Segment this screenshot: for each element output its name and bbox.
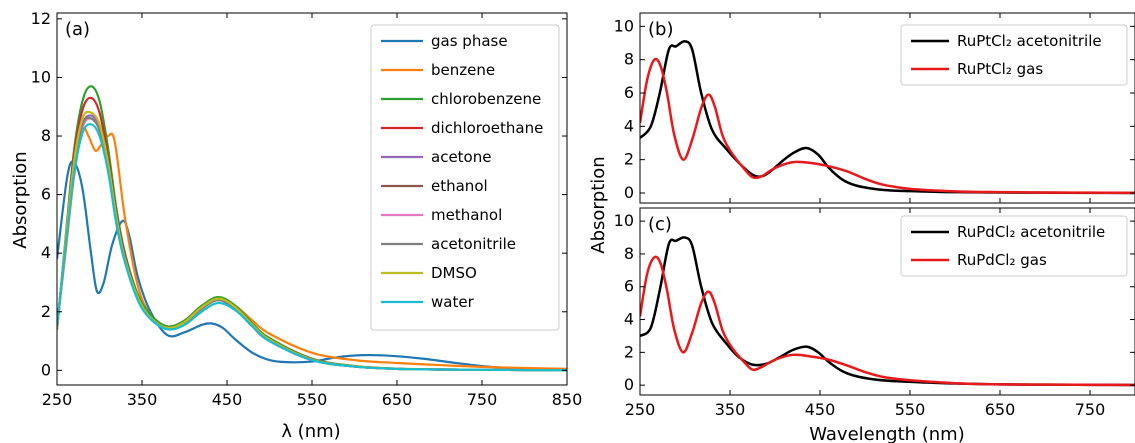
x-tick-label: 250: [42, 390, 73, 409]
y-tick-label: 2: [624, 150, 634, 169]
y-tick-label: 6: [624, 83, 634, 102]
x-tick-label: 650: [985, 400, 1016, 419]
y-tick-label: 2: [41, 302, 51, 321]
legend: RuPtCl₂ acetonitrile RuPtCl₂ gas: [900, 24, 1128, 86]
x-tick-label: 650: [382, 390, 413, 409]
legend-entry: gas phase: [431, 32, 508, 50]
x-tick-label: 750: [467, 390, 498, 409]
plot-frame: [639, 207, 1135, 396]
panel-c-y-axis-title: Absorption: [588, 156, 609, 253]
legend-entry: RuPtCl₂ gas: [957, 60, 1043, 78]
y-tick-label: 10: [614, 16, 634, 35]
legend-entry: acetonitrile: [431, 235, 516, 253]
legend-entry: methanol: [431, 206, 502, 224]
y-tick-label: 12: [31, 9, 51, 28]
series-line-2: [640, 57, 1135, 195]
x-tick-label: 550: [297, 390, 328, 409]
panel-a-x-axis-title: λ (nm): [281, 421, 340, 442]
panel-label: (b): [648, 19, 673, 40]
y-tick-label: 4: [624, 310, 634, 329]
panel-a-y-axis-title: Absorption: [10, 151, 31, 248]
series-line-2: [640, 255, 1135, 387]
panel-b-chart: 0 2 4 6 8 10 (b) RuPtCl₂ acetonitrile RuPtCl₂ ga…: [614, 12, 1135, 204]
y-tick-label: 0: [624, 375, 634, 394]
x-tick-label: 450: [212, 390, 243, 409]
x-tick-label: 550: [895, 400, 926, 419]
legend-entry: RuPtCl₂ acetonitrile: [957, 32, 1102, 50]
series-line-1: [640, 40, 1135, 195]
series-group: [57, 85, 567, 372]
legend-box: [900, 215, 1128, 277]
x-tick-label: 350: [715, 400, 746, 419]
series-group: [640, 40, 1135, 195]
series-group: [640, 236, 1135, 387]
panel-label: (c): [648, 214, 672, 235]
series-line-1: [57, 160, 567, 371]
x-tick-label: 350: [127, 390, 158, 409]
x-tick-label: 750: [1075, 400, 1106, 419]
legend-entry: RuPdCl₂ gas: [957, 251, 1047, 269]
y-tick-label: 0: [624, 183, 634, 202]
x-tick-label: 250: [625, 400, 656, 419]
y-tick-label: 10: [614, 211, 634, 230]
legend-entry: RuPdCl₂ acetonitrile: [957, 223, 1105, 241]
legend-box: [900, 24, 1128, 86]
y-tick-label: 6: [41, 185, 51, 204]
y-tick-label: 8: [624, 50, 634, 69]
y-tick-label: 4: [41, 243, 51, 262]
panel-label: (a): [65, 19, 90, 40]
x-tick-label: 850: [552, 390, 583, 409]
legend-entry: benzene: [431, 61, 495, 79]
legend-entry: ethanol: [431, 177, 488, 195]
y-tick-label: 2: [624, 342, 634, 361]
legend: RuPdCl₂ acetonitrile RuPdCl₂ gas: [900, 215, 1128, 277]
y-tick-label: 6: [624, 277, 634, 296]
legend-entry: DMSO: [431, 264, 477, 282]
legend-box: [370, 24, 560, 331]
legend: gas phase benzene chlorobenzene dichloroeth…: [370, 24, 560, 331]
y-tick-label: 0: [41, 360, 51, 379]
y-tick-label: 8: [624, 244, 634, 263]
panel-a-chart: 250 350 450 550 650 750 850 0 2 4 6 8 10 12 (a) gas pha…: [31, 9, 583, 409]
y-tick-label: 8: [41, 126, 51, 145]
panel-c-chart: 250 350 450 550 650 750 0 2 4 6 8 10 (c) RuPdCl₂ acet…: [614, 207, 1135, 419]
x-tick-label: 450: [805, 400, 836, 419]
legend-entry: chlorobenzene: [431, 90, 541, 108]
y-tick-label: 4: [624, 116, 634, 135]
y-tick-label: 10: [31, 67, 51, 86]
series-line-10: [57, 123, 567, 372]
plot-frame: [639, 12, 1135, 204]
legend-entry: acetone: [431, 148, 491, 166]
legend-entry: water: [431, 293, 475, 311]
panel-c-x-axis-title: Wavelength (nm): [809, 424, 965, 443]
legend-entry: dichloroethane: [431, 119, 543, 137]
